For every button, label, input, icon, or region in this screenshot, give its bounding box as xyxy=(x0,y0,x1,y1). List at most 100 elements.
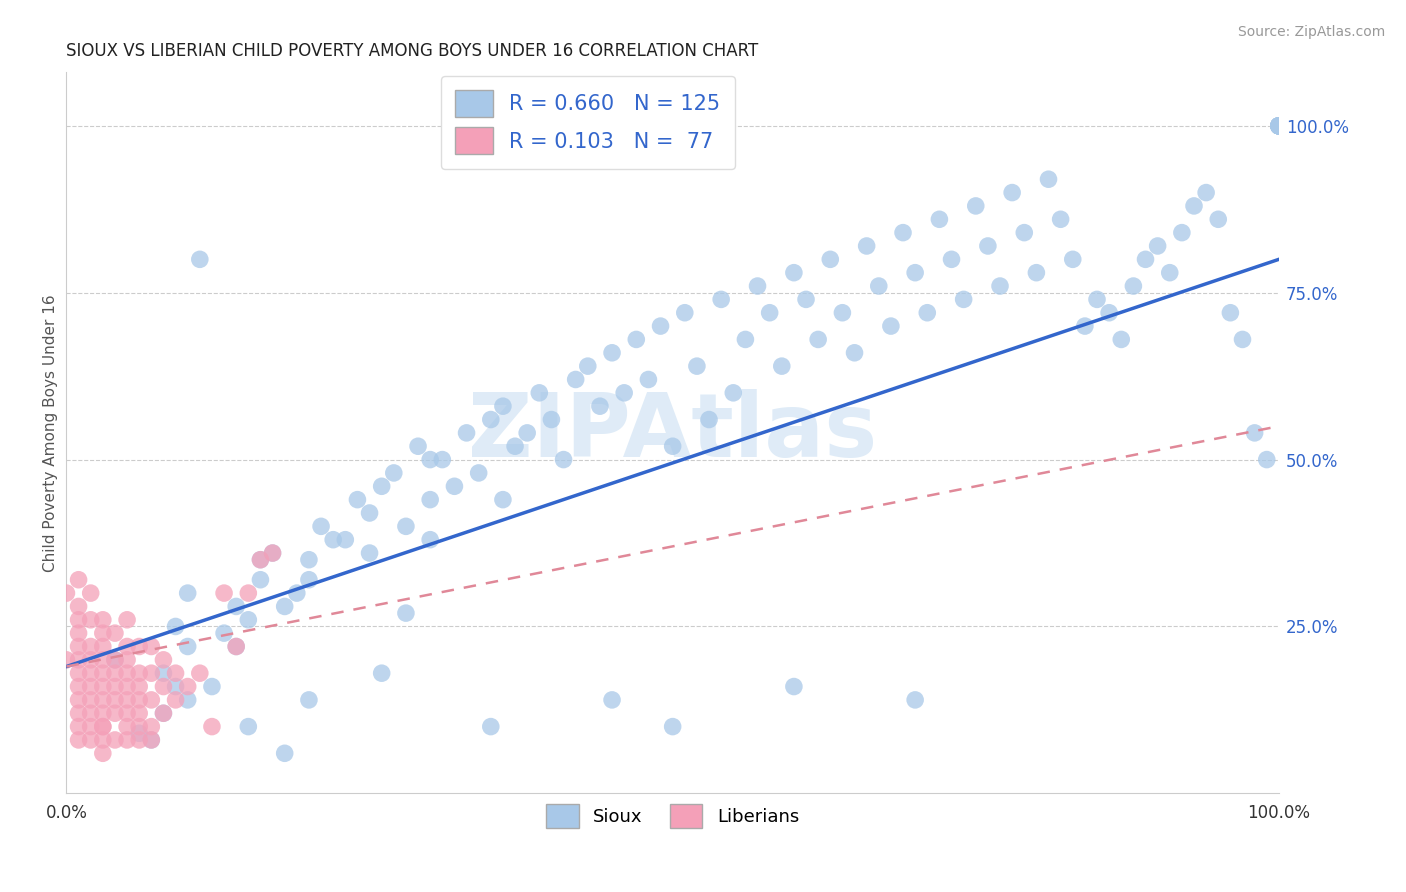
Point xyxy=(1171,226,1194,240)
Point xyxy=(564,372,586,386)
Point xyxy=(212,586,235,600)
Point xyxy=(188,252,211,267)
Point xyxy=(152,706,174,721)
Point xyxy=(91,706,114,721)
Point xyxy=(55,586,77,600)
Point xyxy=(298,573,321,587)
Point xyxy=(104,693,127,707)
Point xyxy=(225,640,247,654)
Point xyxy=(55,653,77,667)
Point xyxy=(128,640,150,654)
Point xyxy=(553,452,575,467)
Point xyxy=(104,626,127,640)
Text: ZIPAtlas: ZIPAtlas xyxy=(468,390,877,476)
Point xyxy=(128,726,150,740)
Point xyxy=(80,640,103,654)
Point xyxy=(91,693,114,707)
Point xyxy=(661,439,683,453)
Point xyxy=(1268,119,1291,133)
Point xyxy=(1146,239,1168,253)
Point xyxy=(917,306,939,320)
Point xyxy=(115,666,138,681)
Point xyxy=(238,586,260,600)
Point xyxy=(1268,119,1291,133)
Point xyxy=(152,666,174,681)
Point xyxy=(91,626,114,640)
Point xyxy=(613,385,636,400)
Point xyxy=(1135,252,1157,267)
Point xyxy=(128,693,150,707)
Point xyxy=(104,666,127,681)
Point xyxy=(1182,199,1205,213)
Point xyxy=(1256,452,1278,467)
Point xyxy=(262,546,284,560)
Point xyxy=(262,546,284,560)
Point xyxy=(128,666,150,681)
Point xyxy=(988,279,1011,293)
Point xyxy=(128,706,150,721)
Point xyxy=(831,306,853,320)
Point xyxy=(91,653,114,667)
Point xyxy=(115,640,138,654)
Point xyxy=(395,519,418,533)
Point xyxy=(456,425,478,440)
Point xyxy=(977,239,1000,253)
Point xyxy=(941,252,963,267)
Point xyxy=(359,506,381,520)
Point xyxy=(783,266,806,280)
Point xyxy=(80,720,103,734)
Point xyxy=(249,573,271,587)
Point xyxy=(904,693,927,707)
Text: SIOUX VS LIBERIAN CHILD POVERTY AMONG BOYS UNDER 16 CORRELATION CHART: SIOUX VS LIBERIAN CHILD POVERTY AMONG BO… xyxy=(66,42,759,60)
Point xyxy=(1268,119,1291,133)
Point xyxy=(1109,333,1132,347)
Point xyxy=(419,452,441,467)
Point xyxy=(91,640,114,654)
Point xyxy=(844,345,866,359)
Point xyxy=(1025,266,1047,280)
Point xyxy=(176,586,198,600)
Point xyxy=(1074,319,1097,334)
Point xyxy=(1195,186,1218,200)
Point xyxy=(783,680,806,694)
Legend: Sioux, Liberians: Sioux, Liberians xyxy=(538,797,806,835)
Point xyxy=(697,412,720,426)
Point xyxy=(686,359,709,373)
Point xyxy=(1243,425,1265,440)
Point xyxy=(115,613,138,627)
Point xyxy=(91,747,114,761)
Point xyxy=(249,552,271,566)
Point xyxy=(201,720,224,734)
Point xyxy=(80,680,103,694)
Point xyxy=(152,653,174,667)
Point xyxy=(128,733,150,747)
Point xyxy=(1062,252,1084,267)
Point xyxy=(80,733,103,747)
Point xyxy=(370,479,392,493)
Point xyxy=(820,252,842,267)
Point xyxy=(419,492,441,507)
Point xyxy=(285,586,308,600)
Point xyxy=(747,279,769,293)
Point xyxy=(626,333,648,347)
Point xyxy=(249,552,271,566)
Point xyxy=(1098,306,1121,320)
Point xyxy=(115,733,138,747)
Point xyxy=(188,666,211,681)
Point xyxy=(600,345,623,359)
Point xyxy=(1268,119,1291,133)
Point xyxy=(1268,119,1291,133)
Point xyxy=(855,239,877,253)
Point xyxy=(104,706,127,721)
Point xyxy=(406,439,429,453)
Point xyxy=(80,666,103,681)
Point xyxy=(1012,226,1035,240)
Point xyxy=(794,293,817,307)
Point xyxy=(115,653,138,667)
Point xyxy=(1085,293,1108,307)
Point xyxy=(67,613,90,627)
Point xyxy=(67,626,90,640)
Point xyxy=(382,466,405,480)
Point xyxy=(370,666,392,681)
Point xyxy=(479,412,502,426)
